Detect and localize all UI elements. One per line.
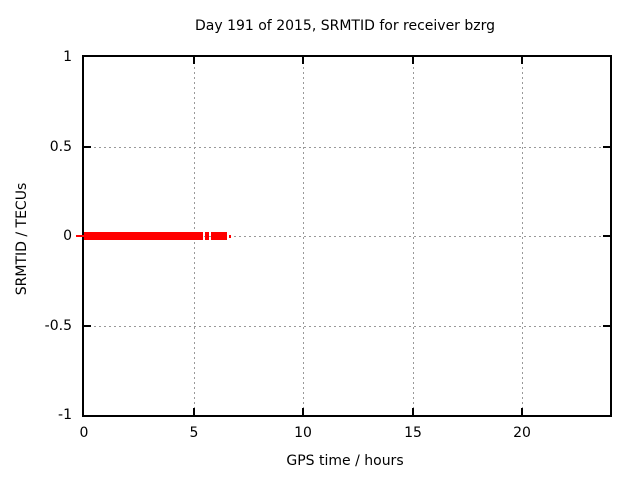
y-tick-right: [603, 146, 610, 148]
x-tick-top: [302, 57, 304, 64]
x-tick-top: [412, 57, 414, 64]
data-segment: [229, 235, 231, 238]
y-gridline: [84, 236, 610, 237]
x-tick-label: 5: [189, 425, 199, 441]
x-tick-top: [193, 57, 195, 64]
y-gridline: [84, 147, 610, 148]
x-axis-label: GPS time / hours: [286, 453, 404, 469]
y-tick-label: -1: [58, 407, 72, 423]
x-tick-bottom: [521, 408, 523, 415]
x-tick-label: 20: [513, 425, 531, 441]
plot-area: [76, 55, 612, 417]
data-segment: [84, 232, 203, 240]
data-segment: [205, 232, 209, 240]
y-tick-left: [84, 325, 91, 327]
y-tick-label: -0.5: [44, 318, 72, 334]
y-tick-label: 0.5: [49, 139, 72, 155]
y-gridline: [84, 326, 610, 327]
y-tick-right: [603, 235, 610, 237]
data-segment: [211, 232, 227, 240]
x-tick-label: 10: [294, 425, 312, 441]
x-tick-top: [521, 57, 523, 64]
x-tick-bottom: [193, 408, 195, 415]
x-tick-label: 0: [79, 425, 89, 441]
data-edge-marker: [76, 235, 84, 237]
y-tick-label: 0: [63, 228, 72, 244]
x-tick-label: 15: [404, 425, 422, 441]
y-tick-label: 1: [63, 49, 72, 65]
x-tick-bottom: [412, 408, 414, 415]
x-tick-bottom: [302, 408, 304, 415]
chart-title: Day 191 of 2015, SRMTID for receiver bzr…: [194, 18, 496, 34]
y-tick-right: [603, 325, 610, 327]
y-tick-left: [84, 146, 91, 148]
